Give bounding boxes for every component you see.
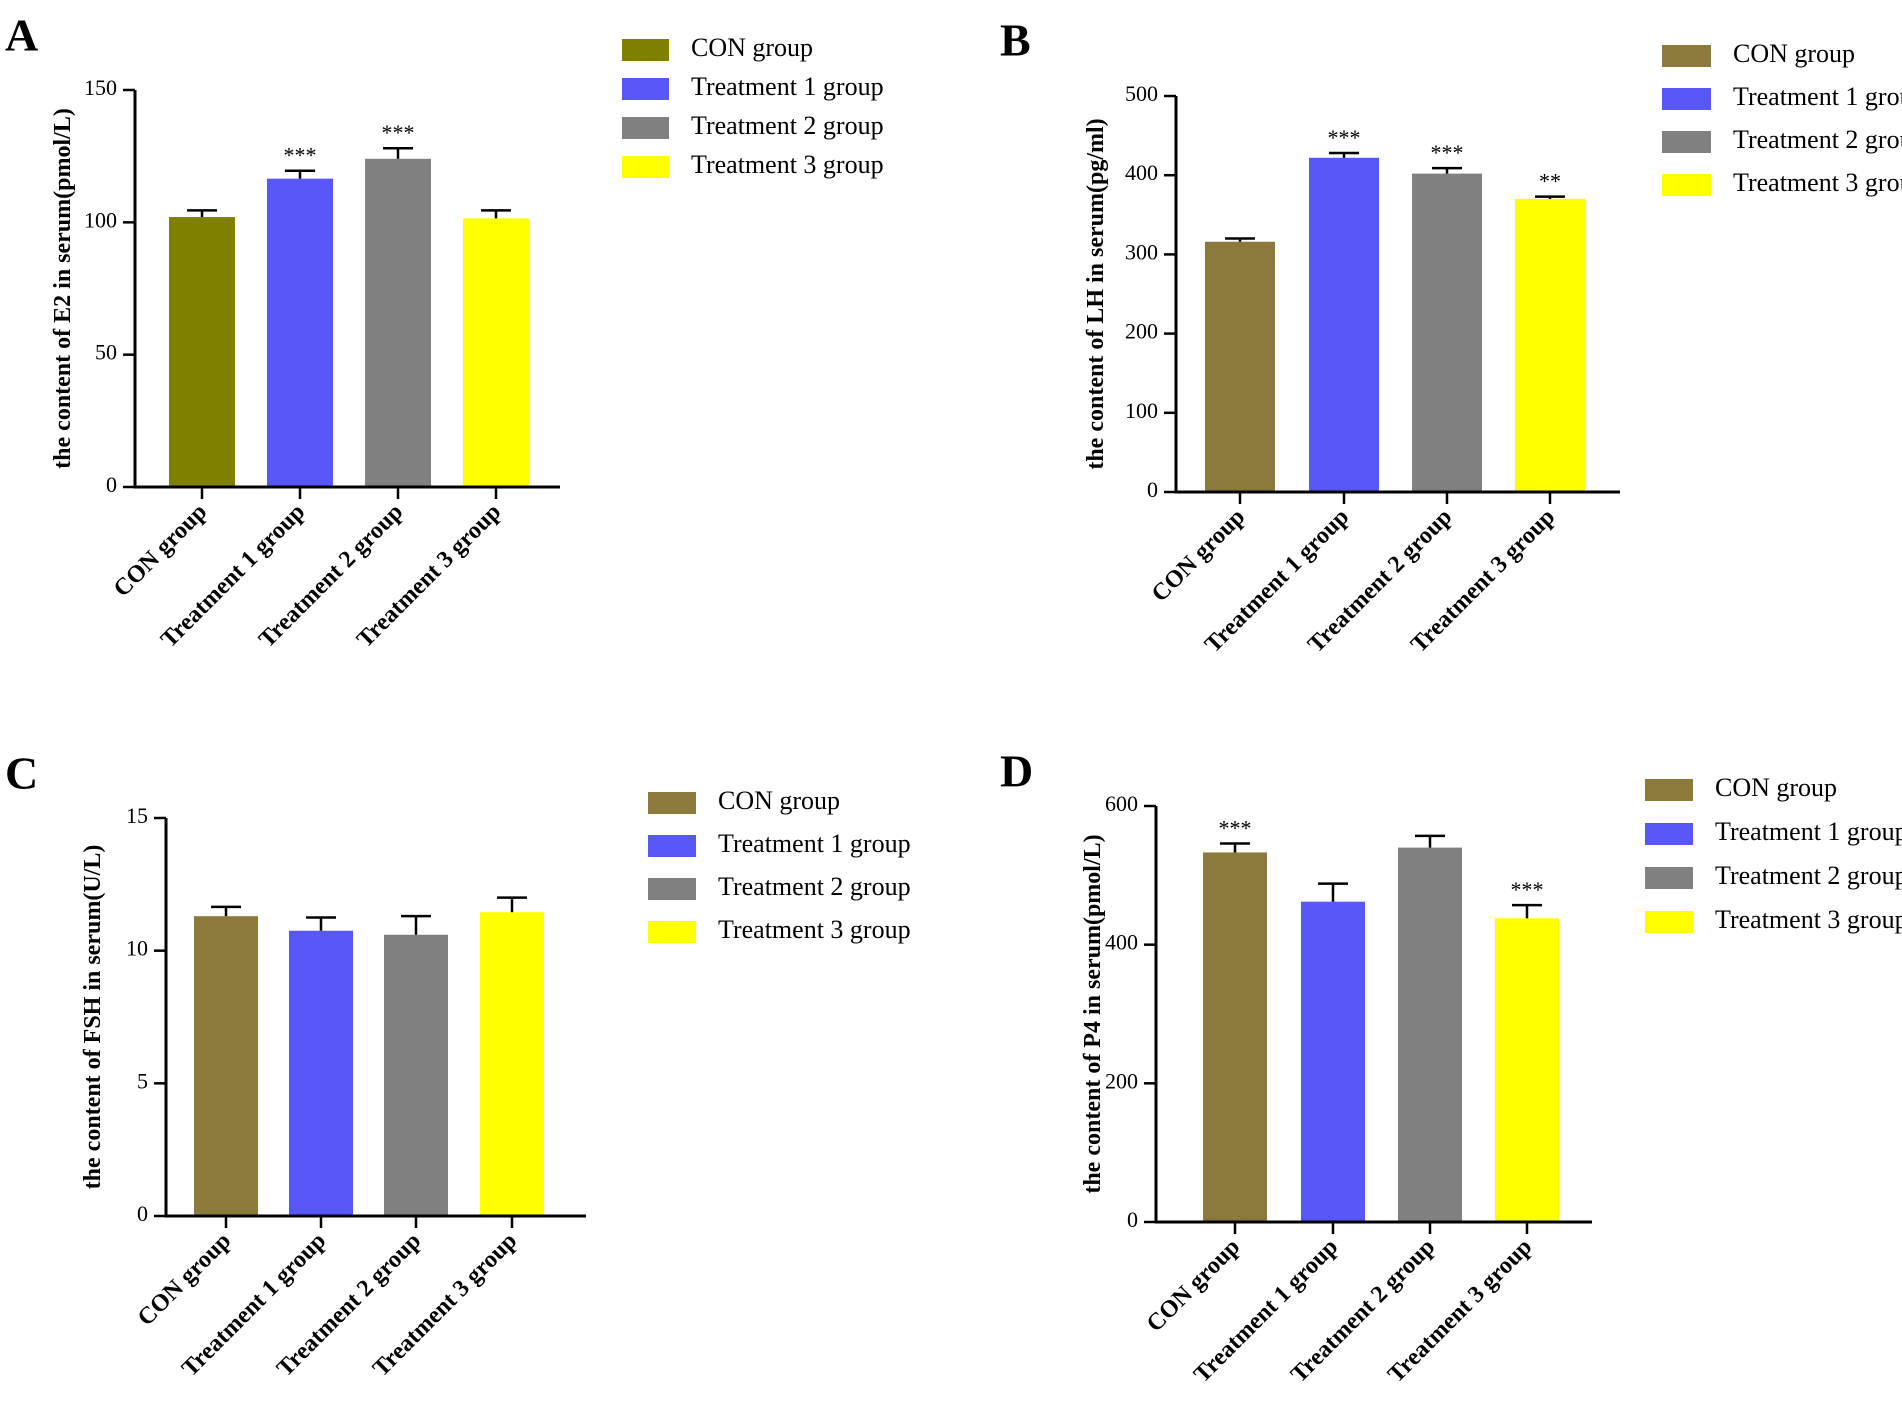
legend-label: Treatment 3 group xyxy=(1715,905,1902,934)
legend-swatch xyxy=(622,117,669,139)
bar xyxy=(1515,198,1585,492)
legend: CON group Treatment 1 group Treatment 2 gr… xyxy=(648,786,911,944)
panel-label: C xyxy=(5,748,38,799)
y-tick-label: 200 xyxy=(1125,319,1158,344)
legend-swatch xyxy=(1645,823,1693,845)
significance-marker: ** xyxy=(1539,169,1561,194)
y-axis-label: the content of P4 in serum(pmol/L) xyxy=(1080,834,1106,1193)
legend: CON group Treatment 1 group Treatment 2 gr… xyxy=(1662,39,1902,197)
legend-swatch xyxy=(1662,45,1711,67)
legend-label: Treatment 2 group xyxy=(718,872,911,901)
y-axis-label: the content of E2 in serum(pmol/L) xyxy=(50,108,76,469)
y-tick-label: 500 xyxy=(1125,81,1158,106)
bar xyxy=(289,930,353,1216)
legend: CON group Treatment 1 group Treatment 2 gr… xyxy=(622,33,884,179)
y-tick-label: 300 xyxy=(1125,239,1158,264)
y-tick-label: 600 xyxy=(1105,791,1138,816)
bar xyxy=(480,912,544,1216)
panel-d: D *** *** 0 200 400 600 CON group Treatment 1 gr… xyxy=(1000,746,1902,1388)
y-tick-label: 10 xyxy=(126,936,148,961)
y-tick-label: 400 xyxy=(1125,160,1158,185)
significance-marker: *** xyxy=(1511,877,1544,902)
bar xyxy=(194,916,258,1216)
bar xyxy=(1309,157,1379,492)
legend-label: Treatment 2 group xyxy=(691,111,884,140)
panel-label: A xyxy=(5,10,38,61)
y-tick-label: 5 xyxy=(137,1068,148,1093)
legend-label: Treatment 1 group xyxy=(691,72,884,101)
y-tick-label: 0 xyxy=(1147,477,1158,502)
y-tick-label: 15 xyxy=(126,803,148,828)
y-tick-label: 100 xyxy=(1125,398,1158,423)
legend-label: CON group xyxy=(691,33,813,62)
legend-label: Treatment 2 group xyxy=(1715,861,1902,890)
legend-swatch xyxy=(648,835,696,857)
y-tick-label: 400 xyxy=(1105,930,1138,955)
x-tick-label: CON group xyxy=(1142,1234,1245,1337)
bar xyxy=(267,178,333,487)
bar xyxy=(1412,173,1482,492)
legend-swatch xyxy=(622,78,669,100)
legend-label: Treatment 2 group xyxy=(1733,125,1902,154)
legend-swatch xyxy=(648,921,696,943)
panel-label: B xyxy=(1000,15,1031,66)
legend-swatch xyxy=(1645,911,1693,933)
x-tick-label: CON group xyxy=(1147,504,1250,607)
significance-marker: *** xyxy=(1328,125,1361,150)
legend-label: Treatment 1 group xyxy=(718,829,911,858)
panel-c: C 0 5 10 15 CON group Treatment 1 group Treatme… xyxy=(5,748,911,1382)
significance-marker: *** xyxy=(382,120,415,145)
legend-label: Treatment 3 group xyxy=(718,915,911,944)
bar xyxy=(365,158,431,487)
significance-marker: *** xyxy=(284,143,317,168)
legend-swatch xyxy=(1662,88,1711,110)
y-tick-label: 0 xyxy=(106,472,117,497)
legend-swatch xyxy=(1662,131,1711,153)
legend-label: Treatment 1 group xyxy=(1733,82,1902,111)
legend-swatch xyxy=(1662,174,1711,196)
y-tick-label: 0 xyxy=(1127,1207,1138,1232)
bar xyxy=(1398,847,1462,1222)
bar xyxy=(1301,901,1365,1222)
y-tick-label: 50 xyxy=(95,340,117,365)
bar xyxy=(169,217,235,488)
legend-label: CON group xyxy=(1733,39,1855,68)
y-tick-label: 100 xyxy=(84,207,117,232)
legend-swatch xyxy=(648,878,696,900)
legend-label: CON group xyxy=(1715,773,1837,802)
legend-swatch xyxy=(1645,867,1693,889)
legend-swatch xyxy=(622,156,669,178)
significance-marker: *** xyxy=(1219,815,1252,840)
bar xyxy=(463,218,529,487)
legend-swatch xyxy=(622,39,669,61)
legend: CON group Treatment 1 group Treatment 2 gr… xyxy=(1645,773,1902,934)
y-axis-label: the content of LH in serum(pg/ml) xyxy=(1083,118,1109,469)
x-tick-label: CON group xyxy=(109,499,212,602)
x-tick-label: CON group xyxy=(133,1228,236,1331)
significance-marker: *** xyxy=(1431,140,1464,165)
bar xyxy=(1205,241,1275,492)
panel-label: D xyxy=(1000,746,1033,797)
legend-swatch xyxy=(1645,779,1693,801)
legend-label: Treatment 3 group xyxy=(1733,168,1902,197)
legend-label: Treatment 3 group xyxy=(691,150,884,179)
legend-swatch xyxy=(648,792,696,814)
y-axis-label: the content of FSH in serum(U/L) xyxy=(80,845,106,1190)
panel-a: A *** *** 0 50 100 150 CON group Treatment 1 gro… xyxy=(5,10,884,653)
y-tick-label: 200 xyxy=(1105,1068,1138,1093)
bar xyxy=(384,934,448,1216)
legend-label: Treatment 1 group xyxy=(1715,817,1902,846)
legend-label: CON group xyxy=(718,786,840,815)
y-tick-label: 150 xyxy=(84,75,117,100)
bar xyxy=(1203,852,1267,1222)
y-tick-label: 0 xyxy=(137,1201,148,1226)
bar xyxy=(1495,918,1559,1222)
